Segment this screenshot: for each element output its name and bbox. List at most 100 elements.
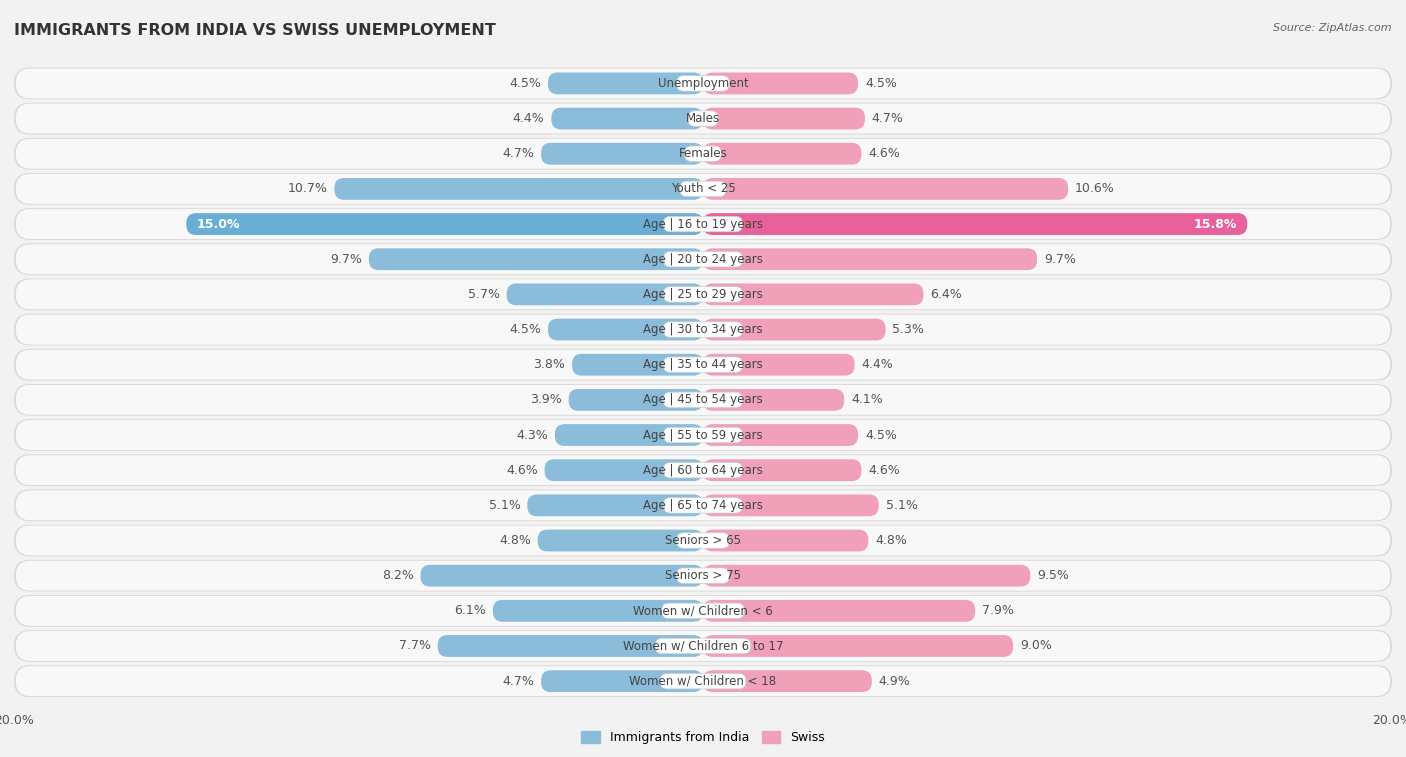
FancyBboxPatch shape	[555, 424, 703, 446]
FancyBboxPatch shape	[655, 638, 751, 654]
FancyBboxPatch shape	[15, 104, 1391, 133]
Text: 5.1%: 5.1%	[886, 499, 918, 512]
FancyBboxPatch shape	[494, 600, 703, 621]
FancyBboxPatch shape	[14, 525, 1392, 556]
FancyBboxPatch shape	[15, 420, 1391, 450]
Text: 3.8%: 3.8%	[533, 358, 565, 371]
Text: 4.3%: 4.3%	[516, 428, 548, 441]
FancyBboxPatch shape	[14, 173, 1392, 204]
Text: 4.5%: 4.5%	[865, 428, 897, 441]
FancyBboxPatch shape	[664, 287, 742, 302]
FancyBboxPatch shape	[548, 319, 703, 341]
Text: 3.9%: 3.9%	[530, 394, 562, 407]
Text: Seniors > 65: Seniors > 65	[665, 534, 741, 547]
FancyBboxPatch shape	[15, 385, 1391, 415]
FancyBboxPatch shape	[527, 494, 703, 516]
Text: 7.9%: 7.9%	[981, 604, 1014, 617]
FancyBboxPatch shape	[703, 424, 858, 446]
Text: 5.1%: 5.1%	[488, 499, 520, 512]
FancyBboxPatch shape	[15, 631, 1391, 661]
Text: 4.5%: 4.5%	[509, 323, 541, 336]
FancyBboxPatch shape	[15, 491, 1391, 520]
FancyBboxPatch shape	[368, 248, 703, 270]
Text: 4.5%: 4.5%	[509, 77, 541, 90]
FancyBboxPatch shape	[659, 674, 747, 689]
FancyBboxPatch shape	[14, 349, 1392, 381]
FancyBboxPatch shape	[703, 178, 1069, 200]
FancyBboxPatch shape	[703, 635, 1012, 657]
FancyBboxPatch shape	[703, 319, 886, 341]
FancyBboxPatch shape	[703, 354, 855, 375]
Text: 4.7%: 4.7%	[502, 148, 534, 160]
Text: IMMIGRANTS FROM INDIA VS SWISS UNEMPLOYMENT: IMMIGRANTS FROM INDIA VS SWISS UNEMPLOYM…	[14, 23, 496, 38]
FancyBboxPatch shape	[703, 494, 879, 516]
FancyBboxPatch shape	[15, 139, 1391, 169]
Text: Age | 55 to 59 years: Age | 55 to 59 years	[643, 428, 763, 441]
FancyBboxPatch shape	[15, 455, 1391, 485]
Text: 4.6%: 4.6%	[506, 464, 537, 477]
Text: Youth < 25: Youth < 25	[671, 182, 735, 195]
Text: 9.7%: 9.7%	[1045, 253, 1076, 266]
FancyBboxPatch shape	[15, 350, 1391, 380]
FancyBboxPatch shape	[664, 217, 742, 232]
Text: 4.8%: 4.8%	[499, 534, 531, 547]
Text: Age | 30 to 34 years: Age | 30 to 34 years	[643, 323, 763, 336]
Text: 4.6%: 4.6%	[869, 148, 900, 160]
FancyBboxPatch shape	[420, 565, 703, 587]
FancyBboxPatch shape	[15, 315, 1391, 344]
Text: 4.7%: 4.7%	[872, 112, 904, 125]
Text: 7.7%: 7.7%	[399, 640, 430, 653]
Text: Women w/ Children 6 to 17: Women w/ Children 6 to 17	[623, 640, 783, 653]
Text: 4.9%: 4.9%	[879, 674, 911, 687]
FancyBboxPatch shape	[14, 313, 1392, 345]
FancyBboxPatch shape	[15, 525, 1391, 556]
FancyBboxPatch shape	[15, 596, 1391, 626]
Text: 10.6%: 10.6%	[1076, 182, 1115, 195]
FancyBboxPatch shape	[676, 568, 730, 584]
Text: 8.2%: 8.2%	[382, 569, 413, 582]
FancyBboxPatch shape	[703, 459, 862, 481]
Text: Women w/ Children < 6: Women w/ Children < 6	[633, 604, 773, 617]
FancyBboxPatch shape	[544, 459, 703, 481]
Text: 4.5%: 4.5%	[865, 77, 897, 90]
Text: Age | 25 to 29 years: Age | 25 to 29 years	[643, 288, 763, 301]
FancyBboxPatch shape	[703, 530, 869, 551]
FancyBboxPatch shape	[14, 630, 1392, 662]
FancyBboxPatch shape	[548, 73, 703, 95]
FancyBboxPatch shape	[15, 245, 1391, 274]
FancyBboxPatch shape	[676, 76, 730, 91]
FancyBboxPatch shape	[685, 146, 721, 161]
FancyBboxPatch shape	[541, 670, 703, 692]
Text: 15.8%: 15.8%	[1194, 217, 1237, 231]
FancyBboxPatch shape	[664, 427, 742, 443]
Text: Women w/ Children < 18: Women w/ Children < 18	[630, 674, 776, 687]
FancyBboxPatch shape	[703, 107, 865, 129]
FancyBboxPatch shape	[537, 530, 703, 551]
FancyBboxPatch shape	[703, 600, 976, 621]
Text: Age | 35 to 44 years: Age | 35 to 44 years	[643, 358, 763, 371]
FancyBboxPatch shape	[15, 279, 1391, 310]
FancyBboxPatch shape	[14, 279, 1392, 310]
FancyBboxPatch shape	[676, 533, 730, 548]
FancyBboxPatch shape	[703, 143, 862, 164]
Legend: Immigrants from India, Swiss: Immigrants from India, Swiss	[576, 726, 830, 749]
Text: Age | 60 to 64 years: Age | 60 to 64 years	[643, 464, 763, 477]
FancyBboxPatch shape	[679, 181, 727, 197]
Text: 5.7%: 5.7%	[468, 288, 499, 301]
FancyBboxPatch shape	[664, 251, 742, 267]
Text: 4.6%: 4.6%	[869, 464, 900, 477]
Text: 9.0%: 9.0%	[1019, 640, 1052, 653]
FancyBboxPatch shape	[703, 213, 1247, 235]
Text: 4.4%: 4.4%	[513, 112, 544, 125]
FancyBboxPatch shape	[15, 561, 1391, 590]
FancyBboxPatch shape	[15, 174, 1391, 204]
Text: 4.4%: 4.4%	[862, 358, 893, 371]
Text: 5.3%: 5.3%	[893, 323, 924, 336]
FancyBboxPatch shape	[688, 111, 718, 126]
FancyBboxPatch shape	[14, 454, 1392, 486]
FancyBboxPatch shape	[572, 354, 703, 375]
Text: Age | 16 to 19 years: Age | 16 to 19 years	[643, 217, 763, 231]
FancyBboxPatch shape	[335, 178, 703, 200]
FancyBboxPatch shape	[568, 389, 703, 411]
Text: 15.0%: 15.0%	[197, 217, 240, 231]
